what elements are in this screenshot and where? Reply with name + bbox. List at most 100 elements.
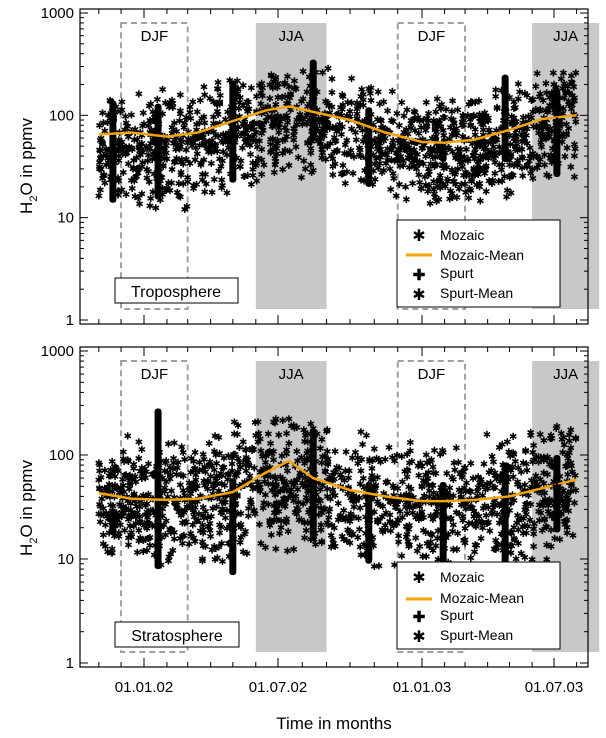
mozaic-point: ✱	[513, 159, 521, 170]
mozaic-point: ✱	[150, 113, 158, 124]
mozaic-point: ✱	[473, 141, 481, 152]
mozaic-point: ✱	[340, 149, 348, 160]
mozaic-point: ✱	[318, 149, 326, 160]
mozaic-point: ✱	[191, 448, 199, 459]
mozaic-point: ✱	[374, 164, 382, 175]
mozaic-point: ✱	[281, 146, 289, 157]
mozaic-point: ✱	[365, 85, 373, 96]
mozaic-point: ✱	[415, 471, 423, 482]
mozaic-point: ✱	[328, 75, 336, 86]
mozaic-point: ✱	[537, 133, 545, 144]
mozaic-point: ✱	[275, 123, 283, 134]
mozaic-point: ✱	[557, 75, 565, 86]
mozaic-point: ✱	[540, 436, 548, 447]
mozaic-point: ✱	[282, 449, 290, 460]
mozaic-point: ✱	[244, 132, 252, 143]
mozaic-point: ✱	[365, 455, 373, 466]
mozaic-point: ✱	[435, 119, 443, 130]
mozaic-point: ✱	[491, 135, 499, 146]
mozaic-point: ✱	[267, 70, 275, 81]
mozaic-point: ✱	[153, 95, 161, 106]
mozaic-point: ✱	[488, 179, 496, 190]
mozaic-point: ✱	[223, 151, 231, 162]
mozaic-point: ✱	[432, 469, 440, 480]
legend-spurt-label: Spurt	[440, 265, 474, 281]
mozaic-point: ✱	[412, 513, 420, 524]
mozaic-point: ✱	[355, 150, 363, 161]
mozaic-point: ✱	[123, 148, 131, 159]
mozaic-point: ✱	[205, 146, 213, 157]
mozaic-point: ✱	[189, 138, 197, 149]
mozaic-point: ✱	[432, 197, 440, 208]
spurt-mean-point: ✱	[364, 513, 374, 527]
mozaic-point: ✱	[99, 530, 107, 541]
mozaic-point: ✱	[252, 161, 260, 172]
mozaic-point: ✱	[561, 152, 569, 163]
mozaic-point: ✱	[162, 137, 170, 148]
mozaic-point: ✱	[392, 149, 400, 160]
mozaic-point: ✱	[286, 147, 294, 158]
mozaic-point: ✱	[203, 144, 211, 155]
mozaic-point: ✱	[246, 134, 254, 145]
mozaic-point: ✱	[305, 72, 313, 83]
mozaic-point: ✱	[280, 80, 288, 91]
legend-mozaic-marker: ✱	[412, 228, 425, 245]
mozaic-point: ✱	[381, 150, 389, 161]
mozaic-point: ✱	[408, 179, 416, 190]
mozaic-point: ✱	[559, 69, 567, 80]
mozaic-point: ✱	[537, 508, 545, 519]
mozaic-point: ✱	[292, 143, 300, 154]
mozaic-point: ✱	[333, 127, 341, 138]
mozaic-point: ✱	[529, 122, 537, 133]
mozaic-point: ✱	[543, 116, 551, 127]
mozaic-point: ✱	[149, 108, 157, 119]
mozaic-point: ✱	[122, 471, 130, 482]
mozaic-point: ✱	[326, 139, 334, 150]
mozaic-point: ✱	[383, 156, 391, 167]
mozaic-point: ✱	[269, 115, 277, 126]
mozaic-point: ✱	[260, 160, 268, 171]
mozaic-point: ✱	[240, 530, 248, 541]
mozaic-point: ✱	[537, 453, 545, 464]
mozaic-point: ✱	[526, 428, 534, 439]
mozaic-point: ✱	[537, 125, 545, 136]
mozaic-point: ✱	[149, 137, 157, 148]
mozaic-point: ✱	[492, 126, 500, 137]
mozaic-point: ✱	[408, 148, 416, 159]
mozaic-point: ✱	[410, 146, 418, 157]
mozaic-point: ✱	[242, 123, 250, 134]
mozaic-point: ✱	[201, 187, 209, 198]
mozaic-point: ✱	[266, 94, 274, 105]
mozaic-point: ✱	[394, 152, 402, 163]
mozaic-point: ✱	[455, 150, 463, 161]
mozaic-point: ✱	[201, 119, 209, 130]
mozaic-point: ✱	[453, 193, 461, 204]
mozaic-point: ✱	[130, 136, 138, 147]
mozaic-point: ✱	[548, 103, 556, 114]
mozaic-point: ✱	[537, 489, 545, 500]
mozaic-point: ✱	[411, 153, 419, 164]
mozaic-point: ✱	[425, 182, 433, 193]
mozaic-point: ✱	[293, 447, 301, 458]
mozaic-point: ✱	[198, 133, 206, 144]
mozaic-point: ✱	[321, 111, 329, 122]
mozaic-point: ✱	[131, 125, 139, 136]
mozaic-point: ✱	[209, 112, 217, 123]
mozaic-point: ✱	[444, 143, 452, 154]
mozaic-point: ✱	[264, 429, 272, 440]
mozaic-point: ✱	[464, 156, 472, 167]
mozaic-point: ✱	[220, 454, 228, 465]
mozaic-point: ✱	[512, 142, 520, 153]
mozaic-point: ✱	[213, 147, 221, 158]
mozaic-point: ✱	[421, 181, 429, 192]
mozaic-point: ✱	[396, 136, 404, 147]
mozaic-point: ✱	[570, 172, 578, 183]
mozaic-point: ✱	[299, 67, 307, 78]
mozaic-point: ✱	[224, 133, 232, 144]
mozaic-point: ✱	[166, 463, 174, 474]
mozaic-point: ✱	[439, 113, 447, 124]
mozaic-point: ✱	[318, 435, 326, 446]
y-tick-label: 1	[66, 312, 74, 329]
mozaic-point: ✱	[357, 92, 365, 103]
mozaic-point: ✱	[331, 137, 339, 148]
